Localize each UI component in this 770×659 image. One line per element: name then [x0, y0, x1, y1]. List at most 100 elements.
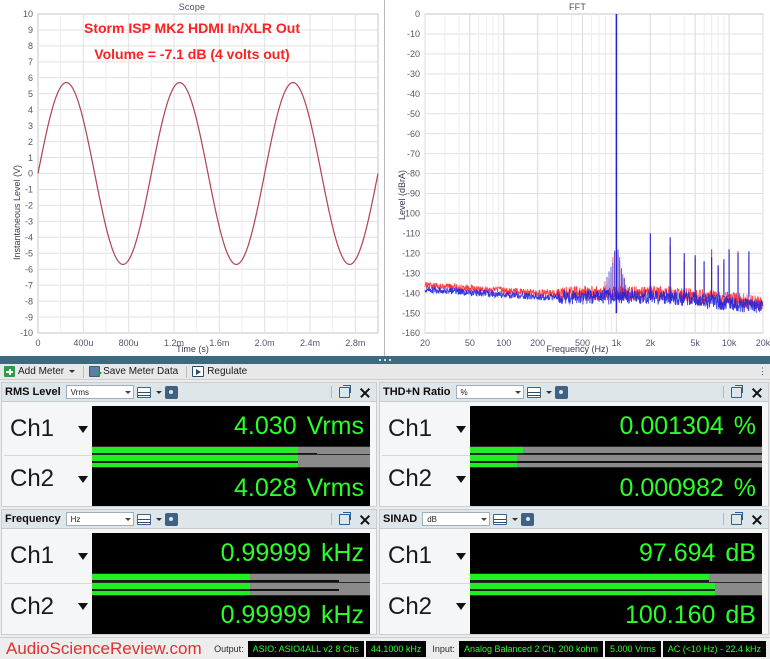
scope-x-axis-label: Time (s)	[176, 344, 209, 354]
header-divider	[331, 513, 332, 525]
channel-selector[interactable]: Ch1	[4, 404, 92, 454]
meter-unit-select[interactable]: Hz	[65, 512, 134, 526]
channel-label: Ch2	[10, 592, 55, 620]
scope-annotation-2: Volume = -7.1 dB (4 volts out)	[94, 46, 290, 62]
svg-text:2k: 2k	[646, 338, 656, 348]
channel-selector[interactable]: Ch1	[382, 404, 470, 454]
svg-text:-70: -70	[407, 149, 420, 159]
svg-text:1k: 1k	[612, 338, 622, 348]
scope-chart-panel[interactable]: Scope Instantaneous Level (V) 10 9 8 7 6 5 4 3 2…	[0, 0, 385, 356]
svg-text:5: 5	[28, 89, 33, 99]
svg-text:-4: -4	[25, 233, 33, 243]
toolbar-overflow-indicator[interactable]: ⋮	[758, 366, 767, 376]
graph-toggle-icon[interactable]	[526, 386, 541, 398]
svg-text:50: 50	[465, 338, 475, 348]
meter-unit-select[interactable]: %	[455, 385, 524, 399]
output-samplerate-badge[interactable]: 44.1000 kHz	[365, 640, 427, 657]
meter-title: RMS Level	[5, 386, 61, 398]
gear-icon[interactable]	[554, 385, 568, 399]
graph-toggle-icon[interactable]	[136, 386, 151, 398]
svg-text:-6: -6	[25, 264, 33, 274]
svg-text:-5: -5	[25, 248, 33, 258]
svg-text:-90: -90	[407, 189, 420, 199]
input-label: Input:	[432, 643, 455, 654]
graph-options-chevron-icon[interactable]	[545, 390, 552, 394]
regulate-button[interactable]: Regulate	[190, 364, 252, 379]
add-meter-label: Add Meter	[18, 366, 65, 377]
channel-selector[interactable]: Ch1	[382, 531, 470, 582]
channel-selector[interactable]: Ch2	[4, 454, 92, 504]
svg-text:4: 4	[28, 105, 33, 115]
horizontal-splitter[interactable]	[0, 356, 770, 364]
meter-unit-select[interactable]: dB	[422, 512, 491, 526]
channel-selector[interactable]: Ch2	[382, 454, 470, 504]
meter-value: 0.000982	[619, 473, 724, 502]
gear-icon[interactable]	[521, 512, 535, 526]
close-icon[interactable]	[358, 513, 371, 526]
channel-selector[interactable]: Ch2	[4, 582, 92, 633]
input-range-badge[interactable]: 5.000 Vrms	[605, 640, 661, 657]
input-bandwidth-badge[interactable]: AC (<10 Hz) - 22.4 kHz	[662, 640, 766, 657]
readout-container: 0.000982%	[470, 454, 762, 506]
meter-bar	[470, 454, 762, 468]
svg-text:2: 2	[28, 137, 33, 147]
svg-text:2.0m: 2.0m	[255, 338, 275, 348]
svg-text:9: 9	[28, 25, 33, 35]
chevron-down-icon	[481, 517, 488, 521]
meter-readout: 0.99999 kHz	[92, 533, 370, 573]
meter-unit: dB	[725, 601, 756, 629]
chevron-down-icon	[69, 370, 76, 373]
meter-panel-rms-level: RMS Level Vrms Ch1 4.030 Vrms Ch2 4.028 Vrms	[1, 382, 377, 507]
popout-icon[interactable]	[339, 513, 350, 525]
meter-value: 97.694	[638, 538, 716, 567]
svg-text:7: 7	[28, 57, 33, 67]
readout-container: 0.99999 kHz	[92, 531, 370, 587]
channel-label: Ch2	[388, 465, 433, 492]
graph-options-chevron-icon[interactable]	[512, 517, 519, 521]
gear-icon[interactable]	[164, 512, 178, 526]
meter-unit-select[interactable]: Vrms	[65, 385, 134, 399]
meter-value: 100.160	[625, 601, 716, 629]
meter-panel-thd-n-ratio: THD+N Ratio% Ch1 0.001304% Ch2 0.000982%	[379, 382, 769, 507]
meter-bar-midline	[92, 588, 251, 591]
popout-icon[interactable]	[731, 386, 742, 398]
scope-annotation-1: Storm ISP MK2 HDMI In/XLR Out	[84, 20, 300, 36]
meter-bar-midline	[470, 461, 517, 463]
header-divider	[331, 386, 332, 398]
gear-icon[interactable]	[164, 385, 178, 399]
meter-bar	[92, 581, 370, 596]
svg-text:-120: -120	[402, 248, 420, 258]
output-device-badge[interactable]: ASIO: ASIO4ALL v2 8 Chs	[247, 640, 364, 657]
channel-selector[interactable]: Ch1	[4, 531, 92, 582]
svg-text:2.8m: 2.8m	[345, 338, 365, 348]
meter-unit-value: Hz	[70, 514, 81, 524]
chevron-down-icon	[456, 475, 466, 483]
svg-text:-1: -1	[25, 185, 33, 195]
popout-icon[interactable]	[339, 386, 350, 398]
meter-header: SINAD dB	[380, 510, 768, 529]
meter-readout: 0.001304%	[470, 406, 762, 446]
save-meter-data-button[interactable]: Save Meter Data	[87, 364, 183, 379]
graph-options-chevron-icon[interactable]	[155, 517, 162, 521]
meter-channel-row: Ch2 0.000982%	[382, 454, 762, 506]
fft-chart-panel[interactable]: FFT Level (dBrA) 0 -10 -20 -30 -40 -50 -60 -70-…	[385, 0, 770, 356]
close-icon[interactable]	[750, 386, 763, 399]
meter-title: Frequency	[5, 513, 61, 525]
meter-channel-row: Ch2 100.160 dB	[382, 581, 762, 634]
input-config-badge[interactable]: Analog Balanced 2 Ch, 200 kohm	[458, 640, 604, 657]
svg-text:1.2m: 1.2m	[164, 338, 184, 348]
meter-bar	[92, 454, 370, 468]
svg-text:-20: -20	[407, 49, 420, 59]
channel-selector[interactable]: Ch2	[382, 582, 470, 633]
plus-icon	[4, 366, 15, 377]
meter-header: RMS Level Vrms	[2, 383, 376, 402]
graph-toggle-icon[interactable]	[136, 513, 151, 525]
graph-options-chevron-icon[interactable]	[155, 390, 162, 394]
add-meter-button[interactable]: Add Meter	[2, 364, 80, 379]
popout-icon[interactable]	[731, 513, 742, 525]
close-icon[interactable]	[750, 513, 763, 526]
close-icon[interactable]	[358, 386, 371, 399]
graph-toggle-icon[interactable]	[493, 513, 508, 525]
svg-text:-110: -110	[403, 229, 420, 239]
meter-channel-row: Ch2 4.028 Vrms	[4, 454, 370, 506]
